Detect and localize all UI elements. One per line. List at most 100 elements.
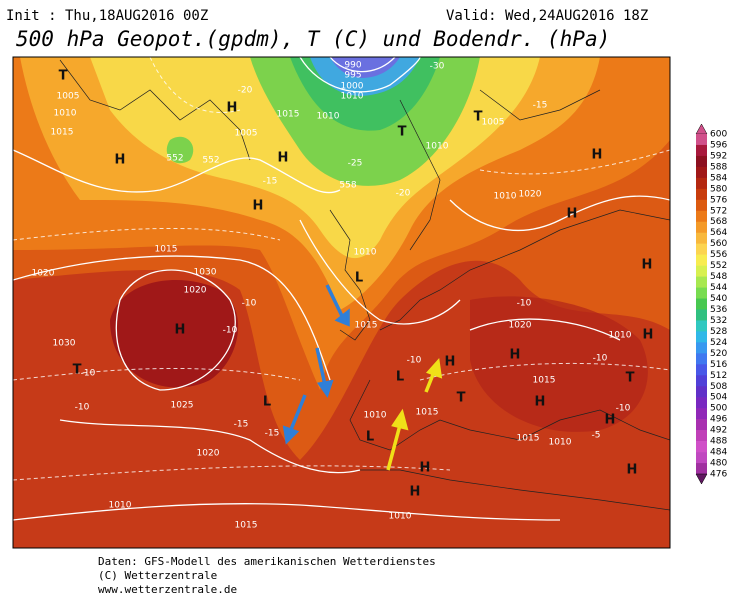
temp-field xyxy=(110,280,239,388)
pressure-center: H xyxy=(278,151,289,166)
colorbar-segment xyxy=(696,254,707,266)
contour-label: 1010 xyxy=(109,501,132,511)
temp-field xyxy=(166,136,194,164)
colorbar-label: 568 xyxy=(710,217,727,227)
colorbar-cap xyxy=(695,473,708,485)
colorbar-segment xyxy=(696,243,707,255)
pressure-center: H xyxy=(642,258,653,273)
wind-arrows xyxy=(282,284,443,471)
colorbar-segment xyxy=(696,210,707,223)
colorbar-label: 532 xyxy=(710,316,727,326)
contour-label: 1015 xyxy=(51,128,74,138)
contour-label: 1010 xyxy=(549,438,572,448)
map-frame xyxy=(12,56,671,549)
colorbar-segment xyxy=(696,375,707,387)
pressure-center: H xyxy=(445,355,456,370)
colorbar-label: 496 xyxy=(710,415,727,425)
colorbar-label: 528 xyxy=(710,327,727,337)
pressure-center: H xyxy=(605,413,616,428)
colorbar-segment xyxy=(696,134,707,146)
colorbar-label: 552 xyxy=(710,261,727,271)
contour-label: -15 xyxy=(265,429,280,439)
colorbar-label: 564 xyxy=(710,228,727,238)
contour-label: -10 xyxy=(593,354,608,364)
contour-label: 1020 xyxy=(197,449,220,459)
contour-label: 1010 xyxy=(341,92,364,102)
contour-label: 995 xyxy=(344,71,361,81)
contour-label: -15 xyxy=(533,101,548,111)
colorbar-label: 516 xyxy=(710,360,727,370)
pressure-center: H xyxy=(227,101,238,116)
colorbar-segment xyxy=(696,320,707,332)
colorbar: 6005965925885845805765725685645605565525… xyxy=(695,123,727,485)
colorbar-label: 572 xyxy=(710,206,727,216)
temp-field xyxy=(470,296,648,432)
colorbar-segment xyxy=(696,452,707,464)
pressure-center: H xyxy=(627,463,638,478)
colorbar-segment xyxy=(696,419,707,431)
colorbar-label: 492 xyxy=(710,426,727,436)
contour-label: 1015 xyxy=(355,321,378,331)
pressure-center: L xyxy=(355,271,363,286)
contour-label: -20 xyxy=(396,189,411,199)
contour-label: -10 xyxy=(517,299,532,309)
contour-label: 1010 xyxy=(354,248,377,258)
pressure-center: H xyxy=(410,485,421,500)
colorbar-segment xyxy=(696,276,707,288)
pressure-center: H xyxy=(253,199,264,214)
contour-label: -10 xyxy=(407,356,422,366)
colorbar-segment xyxy=(696,265,707,277)
map-title: 500 hPa Geopot.(gpdm), T (C) und Bodendr… xyxy=(16,27,610,51)
temp-field xyxy=(330,57,400,78)
contour-label: -10 xyxy=(242,299,257,309)
colorbar-segment xyxy=(696,463,707,475)
contour-label: -10 xyxy=(81,369,96,379)
contour-label: 1020 xyxy=(184,286,207,296)
contour-label: 1010 xyxy=(364,411,387,421)
colorbar-label: 484 xyxy=(710,448,727,458)
contour-label: 1030 xyxy=(194,268,217,278)
pressure-center: H xyxy=(643,328,654,343)
contour-label: 552 xyxy=(202,156,219,166)
contour-label: 1005 xyxy=(235,129,258,139)
footer-line: www.wetterzentrale.de xyxy=(98,583,237,596)
colorbar-segment xyxy=(696,221,707,234)
colorbar-segment xyxy=(696,353,707,365)
pressure-center: H xyxy=(175,323,186,338)
colorbar-label: 508 xyxy=(710,382,727,392)
contour-label: -15 xyxy=(263,177,278,187)
contour-label: 1010 xyxy=(54,109,77,119)
pressure-center: T xyxy=(73,363,82,378)
valid-time: Valid: Wed,24AUG2016 18Z xyxy=(446,8,648,24)
colorbar-segment xyxy=(696,188,707,201)
footer-line: (C) Wetterzentrale xyxy=(98,569,217,582)
pressure-center: L xyxy=(396,370,404,385)
colorbar-label: 592 xyxy=(710,151,727,161)
colorbar-label: 596 xyxy=(710,140,727,150)
colorbar-cap xyxy=(695,123,708,135)
colorbar-segment xyxy=(696,144,707,157)
colorbar-segment xyxy=(696,166,707,179)
init-time: Init : Thu,18AUG2016 00Z xyxy=(6,8,208,24)
colorbar-segment xyxy=(696,331,707,343)
pressure-center: H xyxy=(567,207,578,222)
colorbar-label: 504 xyxy=(710,393,727,403)
pressure-center: T xyxy=(626,371,635,386)
contour-label: 1005 xyxy=(482,118,505,128)
pressure-center: L xyxy=(263,395,271,410)
colorbar-label: 584 xyxy=(710,173,727,183)
contour-label: 1030 xyxy=(53,339,76,349)
contour-label: 1020 xyxy=(519,190,542,200)
colorbar-label: 476 xyxy=(710,470,727,480)
contour-label: -5 xyxy=(592,431,601,441)
colorbar-label: 576 xyxy=(710,195,727,205)
colorbar-label: 544 xyxy=(710,283,727,293)
colorbar-label: 524 xyxy=(710,338,727,348)
contour-label: 1010 xyxy=(609,331,632,341)
contour-label: 1015 xyxy=(533,376,556,386)
contour-label: 1010 xyxy=(389,512,412,522)
colorbar-segment xyxy=(696,309,707,321)
pressure-center: H xyxy=(420,461,431,476)
contour-label: 1010 xyxy=(426,142,449,152)
